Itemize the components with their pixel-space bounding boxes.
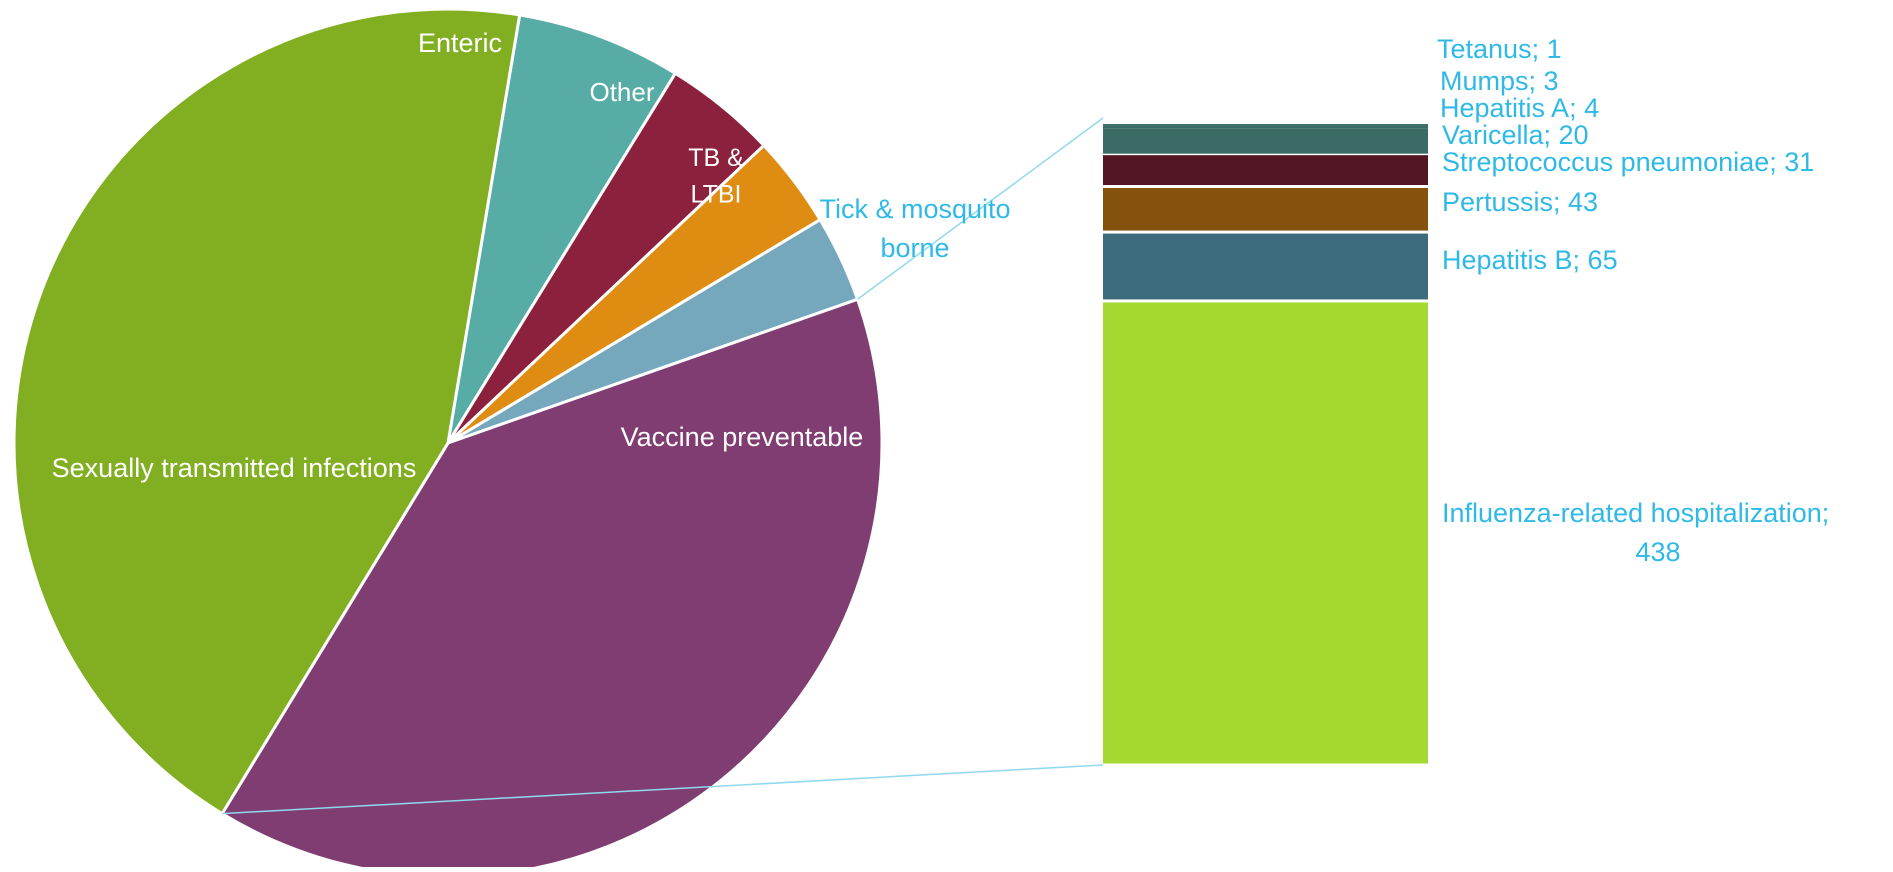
connector-line-bottom (222, 764, 1104, 815)
bar-segment-influenza-related-hospitalization (1103, 302, 1428, 764)
pie-label-vaccine-preventable: Vaccine preventable (621, 422, 864, 452)
bar-segment-hepatitis-a (1103, 128, 1428, 133)
bar-segment-tetanus (1103, 124, 1428, 126)
pie-chart (12, 7, 884, 872)
pie-label-tick-mosquito-borne: Tick & mosquito borne (819, 194, 1010, 263)
bar-label-pertussis: Pertussis; 43 (1442, 187, 1598, 217)
connector-lines (222, 117, 1104, 815)
connector-line-top (857, 117, 1104, 300)
pie-label-tb-ltbi: TB & LTBI (688, 144, 744, 208)
bar-label-varicella: Varicella; 20 (1442, 120, 1589, 150)
bar-segment-streptococcus-pneumoniae (1103, 155, 1428, 186)
pie-label-sexually-transmitted-infections: Sexually transmitted infections (52, 453, 417, 483)
bar-label-hepatitis-a: Hepatitis A; 4 (1440, 93, 1599, 123)
bar-label-streptococcus-pneumoniae: Streptococcus pneumoniae; 31 (1442, 147, 1814, 177)
bar-label-mumps: Mumps; 3 (1440, 66, 1559, 96)
bar-label-tetanus: Tetanus; 1 (1437, 34, 1562, 64)
bar-label-influenza-related-hospitalization: Influenza-related hospitalization; 438 (1442, 498, 1829, 567)
bar-segment-mumps (1103, 125, 1428, 129)
pie-slice-enteric (446, 13, 677, 445)
pie-label-other: Other (589, 77, 654, 107)
bar-label-hepatitis-b: Hepatitis B; 65 (1442, 245, 1618, 275)
bar-segment-varicella (1103, 132, 1428, 154)
pie-slice-sexually-transmitted-infections (12, 7, 522, 816)
stacked-bar (1103, 124, 1428, 764)
bar-segment-hepatitis-b (1103, 233, 1428, 300)
bar-segment-pertussis (1103, 188, 1428, 231)
pie-label-enteric: Enteric (418, 28, 502, 58)
data-labels: Enteric Other TB & LTBI Tick & mosquito borne… (52, 28, 1830, 567)
